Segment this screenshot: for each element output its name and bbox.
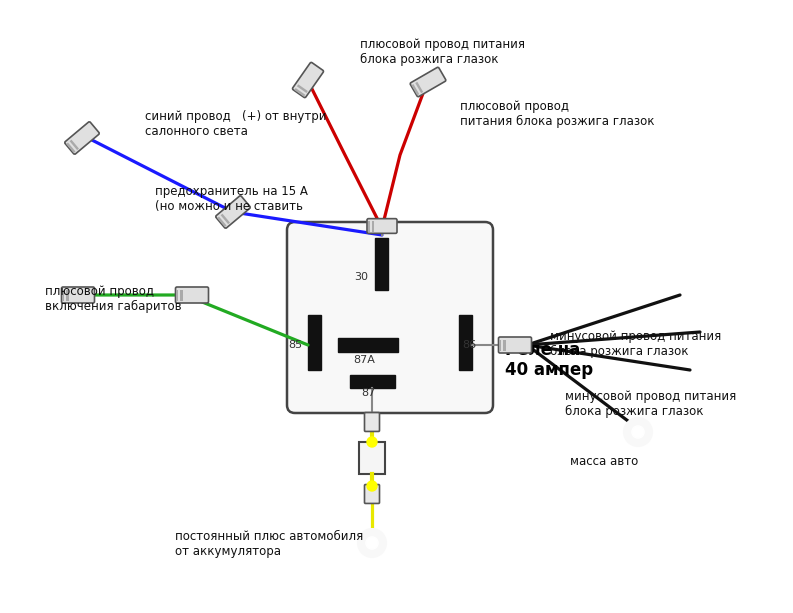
Text: 87A: 87A xyxy=(353,355,375,365)
Text: 87: 87 xyxy=(361,388,375,398)
Bar xyxy=(308,315,321,370)
Circle shape xyxy=(367,481,377,491)
Text: 85: 85 xyxy=(288,340,302,350)
Text: плюсовой провод
включения габаритов: плюсовой провод включения габаритов xyxy=(45,285,182,313)
Circle shape xyxy=(358,529,386,557)
Bar xyxy=(70,140,79,150)
FancyBboxPatch shape xyxy=(367,219,397,234)
FancyBboxPatch shape xyxy=(293,63,324,97)
FancyBboxPatch shape xyxy=(65,122,99,154)
Bar xyxy=(350,375,395,388)
Bar xyxy=(217,216,227,227)
Text: 30: 30 xyxy=(354,272,368,282)
FancyBboxPatch shape xyxy=(410,67,446,97)
Bar xyxy=(176,289,178,301)
Bar xyxy=(62,289,64,301)
Bar xyxy=(372,221,374,232)
Bar xyxy=(220,214,230,224)
Circle shape xyxy=(624,418,652,446)
Text: 86: 86 xyxy=(462,340,476,350)
Text: предохранитель на 15 А
(но можно и не ставить: предохранитель на 15 А (но можно и не ст… xyxy=(155,185,308,213)
FancyBboxPatch shape xyxy=(216,196,251,228)
Bar xyxy=(66,143,75,153)
Bar xyxy=(412,84,419,96)
Bar xyxy=(499,340,501,351)
Circle shape xyxy=(632,426,644,438)
FancyBboxPatch shape xyxy=(62,287,94,303)
Bar xyxy=(367,221,370,232)
FancyBboxPatch shape xyxy=(365,413,380,432)
Bar xyxy=(504,340,506,351)
Bar xyxy=(338,338,398,352)
FancyBboxPatch shape xyxy=(175,287,209,303)
Text: масса авто: масса авто xyxy=(570,455,638,468)
Bar xyxy=(181,289,183,301)
Text: минусовой провод питания
блока розжига глазок: минусовой провод питания блока розжига г… xyxy=(565,390,736,418)
Bar xyxy=(459,315,472,370)
FancyBboxPatch shape xyxy=(365,484,380,503)
Bar xyxy=(297,85,308,93)
Bar xyxy=(294,88,305,97)
Bar xyxy=(359,442,385,474)
Text: синий провод   (+) от внутри
салонного света: синий провод (+) от внутри салонного све… xyxy=(145,110,327,138)
FancyBboxPatch shape xyxy=(499,337,531,353)
FancyBboxPatch shape xyxy=(287,222,493,413)
Circle shape xyxy=(366,537,378,549)
Bar xyxy=(67,289,69,301)
Text: плюсовой провод
питания блока розжига глазок: плюсовой провод питания блока розжига гл… xyxy=(460,100,654,128)
Text: минусовой провод питания
блока розжига глазок: минусовой провод питания блока розжига г… xyxy=(550,330,722,358)
Circle shape xyxy=(367,437,377,447)
Text: постоянный плюс автомобиля
от аккумулятора: постоянный плюс автомобиля от аккумулято… xyxy=(175,530,363,558)
Text: плюсовой провод питания
блока розжига глазок: плюсовой провод питания блока розжига гл… xyxy=(360,38,525,66)
Bar xyxy=(375,238,388,290)
Text: Реле на
40 ампер: Реле на 40 ампер xyxy=(505,341,593,379)
Bar xyxy=(416,82,423,93)
